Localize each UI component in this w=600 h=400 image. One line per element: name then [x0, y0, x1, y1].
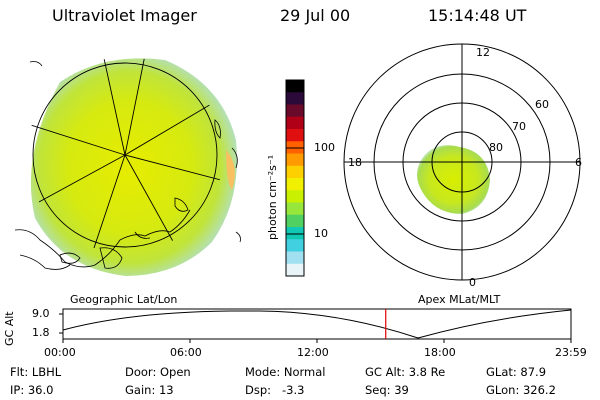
colorbar-segment: [286, 165, 304, 179]
timeline-xtick-0: 00:00: [44, 346, 76, 359]
colorbar-segment: [286, 202, 304, 216]
colorbar-unit-label: photon cm⁻²s⁻¹: [266, 154, 279, 240]
timeline-ytick-max: 9.0: [32, 307, 50, 320]
colorbar-segment: [286, 263, 304, 277]
timeline-xtick-3: 18:00: [424, 346, 456, 359]
mlt-label-6: 6: [575, 156, 582, 169]
colorbar-label-10: 10: [314, 227, 328, 240]
status-glon: GLon: 326.2: [486, 383, 556, 397]
timeline-ticks: [59, 313, 572, 343]
status-door: Door: Open: [125, 365, 191, 379]
geographic-caption: Geographic Lat/Lon: [70, 293, 178, 306]
mlt-label-12: 12: [476, 46, 490, 59]
colorbar-segment: [286, 251, 304, 265]
colorbar-segment: [286, 129, 304, 142]
status-seq: Seq: 39: [365, 383, 409, 397]
colorbar-segment: [286, 227, 304, 240]
auroral-oval: [416, 145, 490, 214]
apex-caption: Apex MLat/MLT: [418, 293, 501, 306]
status-mode: Mode: Normal: [245, 365, 326, 379]
mlat-label-80: 80: [489, 141, 503, 154]
mlt-label-18: 18: [348, 156, 362, 169]
dayside-glow: [226, 150, 235, 190]
mlat-label-70: 70: [512, 120, 526, 133]
date-label: 29 Jul 00: [280, 6, 351, 25]
colorbar-segment: [286, 178, 304, 191]
timeline-xtick-1: 06:00: [170, 346, 202, 359]
mlt-label-0: 0: [469, 276, 476, 289]
colorbar-segment: [286, 80, 304, 93]
timeline-ylabel: GC Alt: [3, 311, 16, 346]
colorbar-segment: [286, 116, 304, 130]
colorbar-frame: [285, 79, 305, 277]
geographic-image-panel: [14, 57, 241, 276]
time-label: 15:14:48 UT: [428, 6, 527, 25]
altitude-timeline: [59, 308, 572, 343]
earth-disk: [30, 58, 238, 276]
colorbar-segment: [286, 214, 304, 228]
status-ip: IP: 36.0: [10, 383, 54, 397]
coastlines: [14, 61, 241, 270]
polar-plot: [343, 43, 581, 281]
colorbar-segment: [286, 92, 304, 105]
colorbar-segment: [286, 190, 304, 203]
timeline-frame: [62, 308, 572, 340]
status-filter: Flt: LBHL: [10, 365, 62, 379]
altitude-curve: [62, 309, 572, 339]
timeline-ytick-min: 1.8: [32, 326, 50, 339]
timeline-xtick-4: 23:59: [555, 346, 587, 359]
colorbar-segment: [286, 239, 304, 252]
colorbar-label-100: 100: [314, 141, 335, 154]
timeline-xtick-2: 12:00: [297, 346, 329, 359]
status-glat: GLat: 87.9: [486, 365, 547, 379]
status-dsp: Dsp: -3.3: [245, 383, 305, 397]
colorbar-segment: [286, 104, 304, 118]
status-gain: Gain: 13: [125, 383, 174, 397]
colorbar: [286, 80, 304, 277]
mlat-label-60: 60: [535, 98, 549, 111]
instrument-title: Ultraviolet Imager: [52, 6, 197, 25]
colorbar-segment: [286, 153, 304, 167]
status-gc-alt: GC Alt: 3.8 Re: [365, 365, 446, 379]
